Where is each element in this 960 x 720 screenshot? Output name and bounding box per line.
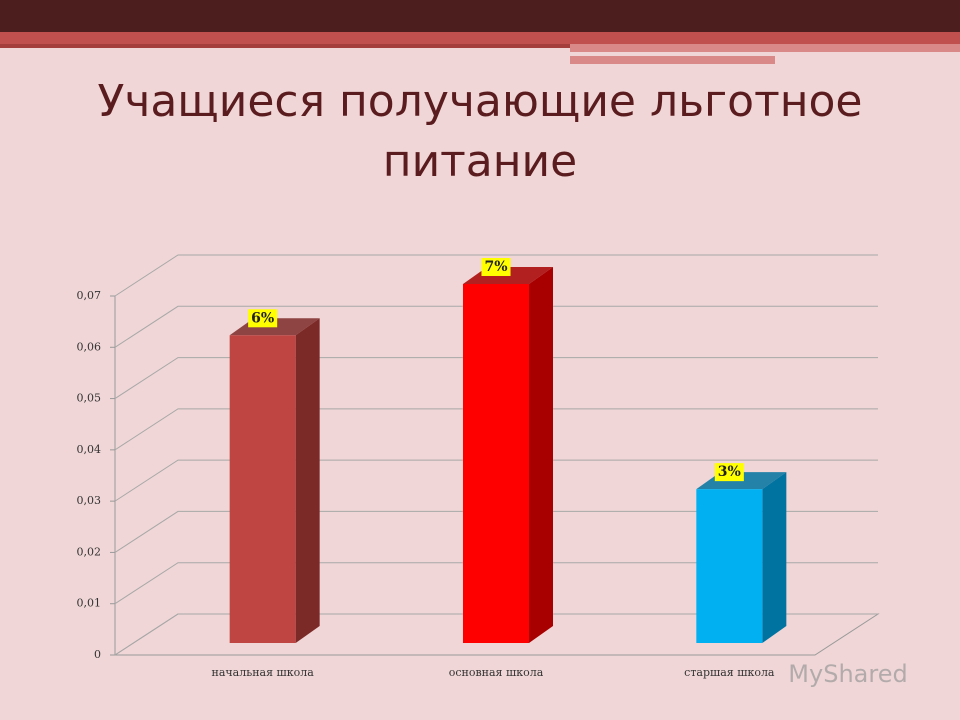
bar-side [295, 318, 320, 643]
stripe [570, 56, 775, 64]
value-label-text: 7% [484, 259, 507, 275]
grid-line [114, 459, 878, 502]
value-label-text: 3% [718, 464, 741, 480]
y-tick-label: 0 [94, 648, 101, 661]
bar [229, 335, 296, 643]
bar-side [529, 267, 553, 643]
chart-title: Учащиеся получающие льготное питание [98, 76, 863, 187]
y-tick-label: 0,04 [77, 443, 102, 456]
watermark: MyShared [788, 660, 907, 688]
stripe [570, 44, 960, 52]
chart: 0 0,01 0,02 0,03 0,04 0,05 0,06 0,07 начальная ш… [77, 254, 880, 679]
x-tick-label: основная школа [449, 666, 544, 679]
y-tick-label: 0,02 [77, 545, 102, 558]
value-label: 3% [714, 463, 744, 482]
grid-line [114, 613, 878, 656]
grid-line [114, 305, 878, 348]
value-label-text: 6% [251, 310, 274, 326]
stripe [0, 32, 960, 44]
y-tick-label: 0,01 [77, 597, 102, 610]
grid-line [114, 254, 878, 297]
y-tick-label: 0,06 [77, 340, 102, 353]
bar-side [762, 472, 787, 643]
value-label: 6% [248, 309, 278, 328]
x-tick-label: начальная школа [212, 666, 315, 679]
value-label-box [248, 309, 278, 328]
bar [463, 284, 529, 643]
grid-line [114, 562, 878, 605]
top-band [0, 0, 960, 32]
bar [696, 489, 763, 643]
y-tick-label: 0,05 [77, 392, 102, 405]
value-label-box [714, 463, 744, 482]
grid-line [114, 408, 878, 451]
grid-line [114, 357, 878, 399]
grid-line [114, 510, 878, 553]
value-label-box [481, 258, 511, 276]
stripe [0, 44, 570, 48]
y-tick-label: 0,07 [77, 289, 102, 302]
y-tick-label: 0,03 [77, 494, 102, 507]
x-tick-label: старшая школа [684, 666, 775, 679]
value-label: 7% [481, 258, 511, 276]
